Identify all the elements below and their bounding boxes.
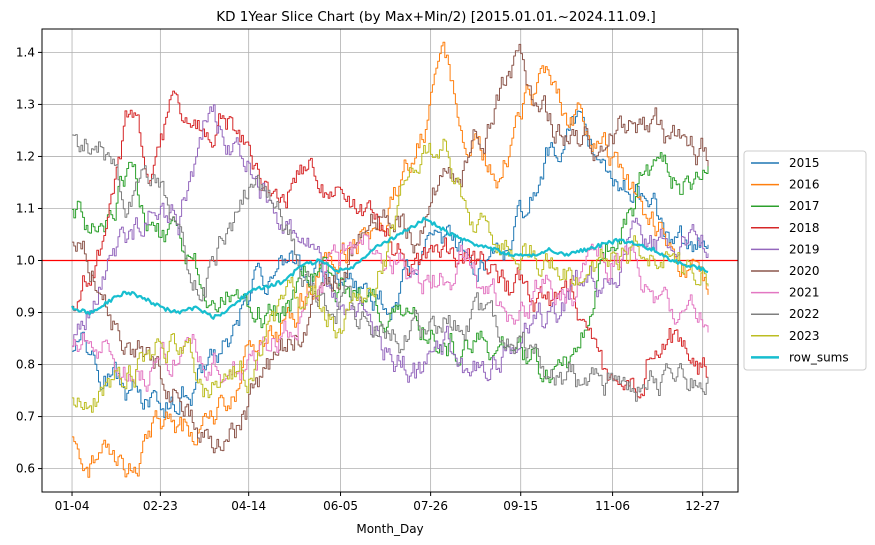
x-tick-label: 09-15: [503, 499, 538, 513]
legend-label: 2015: [789, 156, 820, 170]
y-tick-label: 0.7: [16, 410, 35, 424]
x-tick-label: 06-05: [323, 499, 358, 513]
x-axis-ticks: 01-04 02-23 04-14 06-05 07-26 09-15 11-06 12-27: [55, 492, 720, 513]
series-line-2022: [72, 134, 709, 402]
chart-title: KD 1Year Slice Chart (by Max+Min/2) [201…: [216, 9, 656, 25]
legend: 2015 2016 2017 2018 2019 2020 2021 2022 2023 row_…: [743, 150, 867, 371]
legend-label: 2020: [789, 264, 820, 278]
x-tick-label: 01-04: [55, 499, 90, 513]
x-tick-label: 02-23: [143, 499, 178, 513]
series-line-2023: [72, 138, 709, 413]
legend-label: 2022: [789, 307, 820, 321]
x-tick-label: 04-14: [231, 499, 266, 513]
legend-label: 2019: [789, 242, 820, 256]
legend-label: row_sums: [789, 350, 849, 364]
y-tick-label: 1.0: [16, 254, 35, 268]
y-tick-label: 0.9: [16, 306, 35, 320]
series-line-2016: [72, 41, 709, 478]
series-line-2021: [72, 234, 709, 392]
legend-label: 2018: [789, 221, 820, 235]
legend-label: 2017: [789, 199, 820, 213]
x-tick-label: 12-27: [685, 499, 720, 513]
y-axis-ticks: 0.6 0.7 0.8 0.9 1.0 1.1 1.2 1.3 1.4: [16, 45, 42, 476]
y-tick-label: 0.6: [16, 462, 35, 476]
legend-label: 2016: [789, 178, 820, 192]
y-tick-label: 0.8: [16, 358, 35, 372]
series-line-row_sums: [71, 216, 709, 320]
x-axis-label: Month_Day: [356, 522, 423, 536]
y-tick-label: 1.1: [16, 201, 35, 215]
x-tick-label: 11-06: [595, 499, 630, 513]
legend-label: 2021: [789, 286, 820, 300]
x-tick-label: 07-26: [413, 499, 448, 513]
y-tick-label: 1.2: [16, 149, 35, 163]
series-lines: [71, 41, 709, 478]
y-tick-label: 1.4: [16, 45, 35, 59]
y-tick-label: 1.3: [16, 97, 35, 111]
legend-label: 2023: [789, 329, 820, 343]
